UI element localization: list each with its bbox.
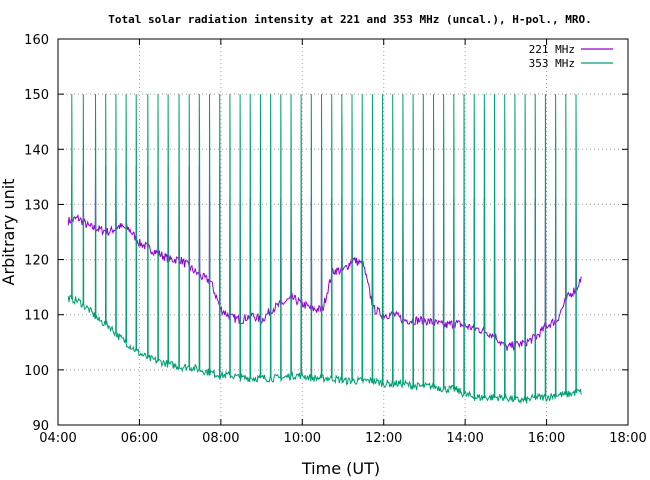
y-axis-label: Arbitrary unit — [0, 179, 18, 286]
plot-frame — [57, 38, 629, 426]
legend-label-353: 353 MHz — [529, 57, 575, 70]
x-axis-label: Time (UT) — [301, 459, 380, 478]
x-tick-labels: 04:00 06:00 08:00 10:00 12:00 14:00 16:00 18:00 — [39, 431, 646, 446]
x-tick-label: 04:00 — [39, 431, 76, 446]
x-tick-label: 10:00 — [284, 431, 321, 446]
y-tick-label: 130 — [24, 198, 49, 213]
y-tick-labels: 90 100 110 120 130 140 150 160 — [24, 33, 49, 434]
x-tick-label: 18:00 — [609, 431, 646, 446]
y-tick-label: 100 — [24, 364, 49, 379]
x-tick-label: 06:00 — [121, 431, 158, 446]
series-353-line — [67, 94, 582, 405]
grid-lines — [58, 39, 628, 425]
y-tick-label: 150 — [24, 88, 49, 103]
axis-ticks — [57, 38, 629, 426]
chart-title: Total solar radiation intensity at 221 a… — [108, 13, 591, 26]
legend: 221 MHz 353 MHz — [529, 43, 613, 70]
legend-label-221: 221 MHz — [529, 43, 575, 56]
y-tick-label: 160 — [24, 33, 49, 48]
y-tick-label: 110 — [24, 309, 49, 324]
x-tick-label: 12:00 — [365, 431, 402, 446]
x-tick-label: 14:00 — [446, 431, 483, 446]
y-tick-label: 90 — [32, 419, 49, 434]
series-353-mhz — [67, 94, 582, 405]
x-tick-label: 16:00 — [528, 431, 565, 446]
y-tick-label: 120 — [24, 254, 49, 269]
y-tick-label: 140 — [24, 143, 49, 158]
x-tick-label: 08:00 — [202, 431, 239, 446]
